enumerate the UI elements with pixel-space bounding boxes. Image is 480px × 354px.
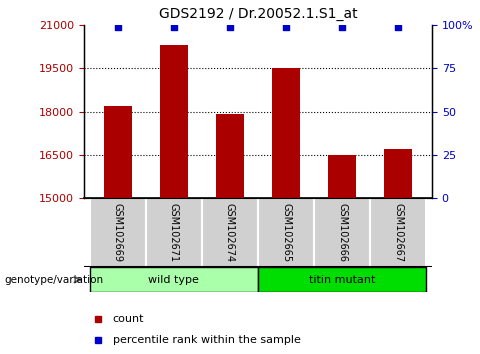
Bar bbox=[216, 114, 244, 198]
Bar bbox=[104, 106, 132, 198]
Point bbox=[282, 24, 290, 29]
Text: percentile rank within the sample: percentile rank within the sample bbox=[113, 335, 300, 345]
Text: count: count bbox=[113, 314, 144, 324]
Text: wild type: wild type bbox=[148, 275, 199, 285]
Text: GSM102665: GSM102665 bbox=[281, 203, 291, 262]
Bar bbox=[90, 198, 146, 267]
Text: GSM102669: GSM102669 bbox=[113, 203, 123, 262]
Title: GDS2192 / Dr.20052.1.S1_at: GDS2192 / Dr.20052.1.S1_at bbox=[159, 7, 357, 21]
Point bbox=[170, 24, 178, 29]
Text: GSM102671: GSM102671 bbox=[169, 203, 179, 262]
Bar bbox=[370, 198, 426, 267]
Bar bbox=[384, 149, 412, 198]
Bar bbox=[90, 267, 258, 292]
Text: GSM102667: GSM102667 bbox=[393, 203, 403, 262]
Bar bbox=[202, 198, 258, 267]
Text: titin mutant: titin mutant bbox=[309, 275, 375, 285]
Bar bbox=[258, 198, 314, 267]
Bar bbox=[328, 155, 356, 198]
Point bbox=[395, 24, 402, 29]
Bar bbox=[272, 68, 300, 198]
Point bbox=[338, 24, 346, 29]
Bar bbox=[258, 267, 426, 292]
Text: GSM102666: GSM102666 bbox=[337, 203, 347, 262]
Point bbox=[114, 24, 121, 29]
Bar bbox=[160, 45, 188, 198]
Text: genotype/variation: genotype/variation bbox=[5, 275, 104, 285]
Point bbox=[226, 24, 234, 29]
Bar bbox=[314, 198, 370, 267]
Bar bbox=[146, 198, 202, 267]
Text: GSM102674: GSM102674 bbox=[225, 203, 235, 262]
